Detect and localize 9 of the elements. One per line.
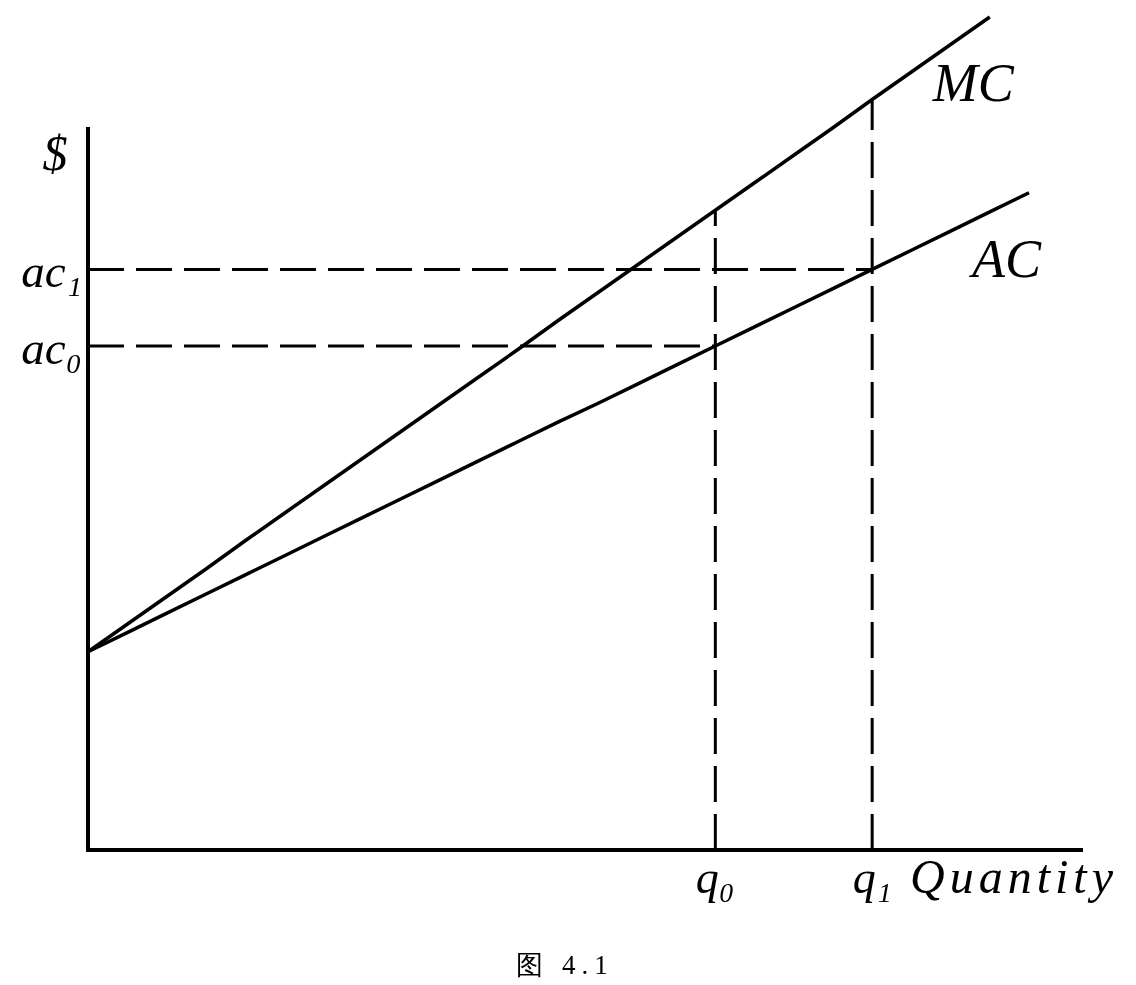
series-label: MC [931, 53, 1015, 113]
series-label: ac₀ [21, 322, 82, 375]
x-axis-title: Quantity [910, 850, 1118, 903]
x-tick-label: q₀ [695, 852, 735, 903]
series-label: ac₁ [21, 245, 82, 298]
y-axis-title: $ [42, 125, 68, 181]
series-label: AC [969, 228, 1042, 289]
x-tick-label: q₁ [852, 852, 892, 903]
caption: 图 4.1 [516, 950, 614, 980]
